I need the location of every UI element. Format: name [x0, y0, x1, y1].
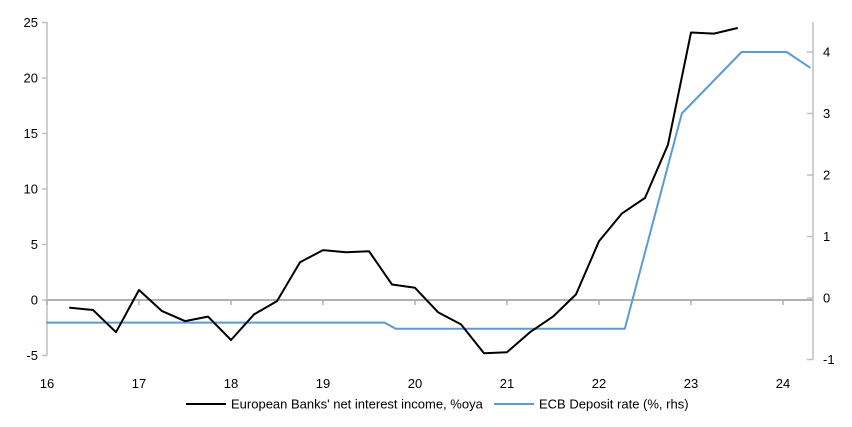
legend-nii-label: European Banks' net interest income, %oy…: [231, 397, 484, 412]
x-axis-tick-label: 16: [40, 376, 54, 391]
y-axis-left-tick-label: 0: [31, 293, 38, 308]
series-lines: [46, 27, 811, 355]
nii-series-line: [69, 27, 738, 355]
y-axis-left-tick-label: 5: [31, 237, 38, 252]
legend-ecb-label: ECB Deposit rate (%, rhs): [539, 397, 689, 412]
y-axis-right-tick-label: 2: [823, 168, 830, 183]
y-axis-left-tick-label: 10: [24, 182, 38, 197]
y-axis-left-tick-label: 15: [24, 126, 38, 141]
y-axis-left-tick-label: -5: [26, 348, 38, 363]
x-axis-tick-label: 21: [500, 376, 514, 391]
x-axis-tick-label: 20: [408, 376, 422, 391]
y-axis-right: -1 0 1 2 3 4: [807, 22, 835, 367]
y-axis-left-tick-label: 20: [24, 71, 38, 86]
y-axis-right-tick-label: -1: [823, 352, 835, 367]
ecb-deposit-rate-line: [46, 51, 811, 330]
legend: European Banks' net interest income, %oy…: [186, 397, 689, 412]
x-axis-tick-label: 19: [316, 376, 330, 391]
x-axis-tick-label: 17: [132, 376, 146, 391]
y-axis-right-tick-label: 0: [823, 291, 830, 306]
x-axis-tick-label: 24: [776, 376, 790, 391]
y-axis-right-tick-label: 1: [823, 229, 830, 244]
x-axis-tick-label: 18: [224, 376, 238, 391]
y-axis-right-tick-label: 3: [823, 106, 830, 121]
y-axis-left: -5 0 5 10 15 20 25: [24, 15, 48, 363]
x-axis-tick-label: 22: [592, 376, 606, 391]
y-axis-left-tick-label: 25: [24, 15, 38, 30]
x-axis-tick-label: 23: [684, 376, 698, 391]
x-axis: 16 17 18 19 20 21 22 23 24: [40, 300, 790, 391]
y-axis-right-tick-label: 4: [823, 45, 830, 60]
